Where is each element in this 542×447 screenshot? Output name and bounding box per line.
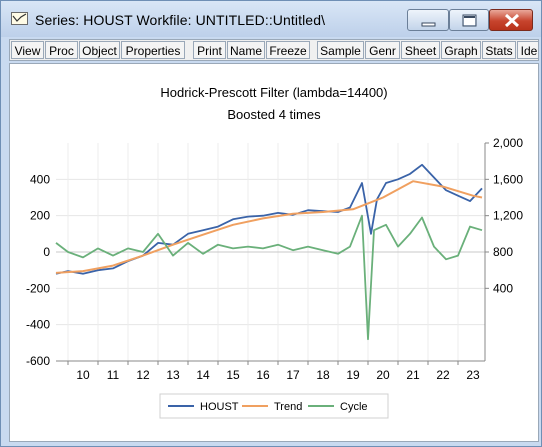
minimize-icon [421,22,436,27]
graph-button[interactable]: Graph [441,41,481,59]
stats-button[interactable]: Stats [482,41,516,59]
legend-box [159,393,389,419]
properties-button[interactable]: Properties [121,41,185,59]
left-tick-label-0: 400 [30,172,50,186]
close-button[interactable] [489,9,533,31]
right-tick-label-3: 800 [493,245,513,259]
freeze-button[interactable]: Freeze [266,41,310,59]
sheet-button[interactable]: Sheet [401,41,440,59]
x-tick-label-8: 18 [316,368,330,382]
x-tick-label-5: 15 [226,368,240,382]
x-tick-label-9: 19 [346,368,360,382]
print-button[interactable]: Print [193,41,226,59]
toolbar: View Proc Object Properties Print Name F… [9,39,539,61]
x-tick-label-0: 10 [76,368,90,382]
maximize-button[interactable] [449,9,489,31]
right-tick-label-2: 1,200 [493,209,523,223]
x-tick-label-6: 16 [256,368,270,382]
x-tick-label-7: 17 [286,368,300,382]
right-tick-label-4: 400 [493,281,513,295]
graph-area[interactable]: Hodrick-Prescott Filter (lambda=14400) Bo… [9,63,539,442]
x-tick-label-10: 20 [376,368,390,382]
sample-button[interactable]: Sample [317,41,364,59]
x-tick-label-13: 23 [466,368,480,382]
x-tick-label-3: 13 [166,368,180,382]
left-tick-label-2: 0 [43,245,50,259]
x-tick-label-11: 21 [406,368,420,382]
x-tick-label-12: 22 [436,368,450,382]
x-tick-label-2: 12 [136,368,150,382]
x-tick-label-1: 11 [107,368,120,382]
chart-title: Hodrick-Prescott Filter (lambda=14400) [160,85,387,100]
genr-button[interactable]: Genr [365,41,400,59]
x-tick-label-4: 14 [196,368,210,382]
ident-button[interactable]: Ide [517,41,538,59]
right-tick-label-1: 1,600 [493,172,523,186]
chart-subtitle: Boosted 4 times [227,107,321,122]
proc-button[interactable]: Proc [45,41,78,59]
minimize-button[interactable] [407,9,449,31]
hp-filter-chart: Hodrick-Prescott Filter (lambda=14400) Bo… [26,85,523,419]
object-button[interactable]: Object [79,41,120,59]
series-line-trend [55,180,483,274]
maximize-icon [462,14,477,27]
graph-window-icon [11,12,28,25]
close-icon [504,13,520,28]
left-tick-label-5: -600 [26,354,50,368]
legend-label-cycle: Cycle [340,401,368,413]
legend-label-houst: HOUST [200,401,239,413]
window-title: Series: HOUST Workfile: UNTITLED::Untitl… [35,12,326,28]
left-tick-label-1: 200 [30,209,50,223]
legend-label-trend: Trend [274,401,302,413]
series-line-cycle [55,214,483,341]
view-button[interactable]: View [11,41,44,59]
left-tick-label-4: -400 [26,318,50,332]
right-tick-label-0: 2,000 [493,136,523,150]
title-bar[interactable]: Series: HOUST Workfile: UNTITLED::Untitl… [1,1,541,37]
name-button[interactable]: Name [227,41,265,59]
left-tick-label-3: -200 [26,281,50,295]
